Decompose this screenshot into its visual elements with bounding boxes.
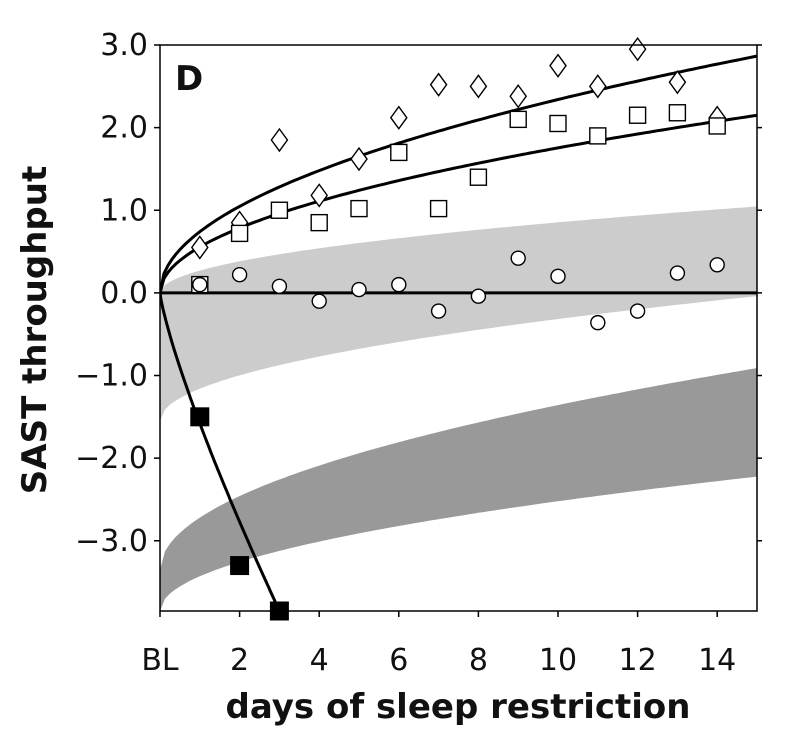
open-squares-point-8 [469, 168, 488, 186]
circles-point-7 [430, 303, 447, 319]
circles-point-5 [351, 281, 367, 298]
x-tick-label-7: 12 [619, 643, 657, 678]
x-axis-title: days of sleep restriction [225, 687, 690, 727]
circles-point-4 [311, 293, 327, 309]
x-tick-label-3: 4 [310, 643, 329, 678]
open-squares-point-13 [668, 104, 687, 122]
open-squares-point-2 [230, 224, 249, 243]
circles-point-8 [470, 288, 487, 304]
open-squares-point-9 [509, 110, 527, 129]
panel-label: D [175, 59, 203, 99]
circles-point-1 [192, 276, 208, 293]
open-squares-point-11 [589, 127, 607, 145]
diamonds-point-3 [270, 127, 289, 153]
circles-point-9 [510, 250, 526, 266]
y-tick-label-7: −3.0 [75, 524, 148, 559]
open-squares-fit-line [160, 113, 757, 294]
light-band [160, 206, 757, 421]
circles-point-6 [391, 276, 407, 293]
y-axis-title: SAST throughput [15, 166, 55, 494]
y-tick-label-4: 0.0 [100, 276, 148, 311]
filled-squares-fit-line [160, 292, 281, 611]
circles-point-12 [629, 303, 646, 319]
diamonds-point-12 [628, 36, 647, 62]
open-squares-point-7 [429, 199, 448, 218]
x-tick-label-4: 6 [389, 643, 408, 678]
diamonds-point-7 [429, 72, 448, 97]
diamonds-point-1 [190, 235, 209, 260]
fit-curves [160, 54, 757, 611]
y-tick-label-2: 2.0 [100, 111, 148, 146]
circles-point-2 [231, 267, 248, 283]
open-squares-point-4 [310, 213, 328, 232]
x-tick-label-1: BL [141, 643, 179, 678]
diamonds-point-9 [509, 84, 528, 109]
y-tick-label-1: 3.0 [100, 28, 148, 63]
filled-squares-point-1 [190, 407, 210, 427]
diamonds-point-5 [350, 146, 368, 172]
open-squares-point-3 [270, 201, 289, 219]
diamonds-point-10 [549, 53, 567, 78]
y-tick-label-6: −2.0 [75, 441, 148, 476]
open-squares-point-6 [390, 143, 408, 162]
circles-point-10 [550, 268, 566, 285]
circles-point-13 [669, 265, 686, 281]
diamonds-point-4 [310, 183, 329, 208]
diamonds-point-6 [389, 105, 408, 130]
circles-point-11 [590, 314, 606, 331]
x-tick-label-8: 14 [698, 643, 736, 678]
open-squares-point-14 [708, 117, 726, 135]
circles-point-3 [271, 278, 288, 294]
dark-band [160, 368, 757, 611]
x-tick-label-2: 2 [230, 643, 249, 678]
circles-point-14 [709, 257, 725, 273]
diamonds-point-8 [469, 74, 488, 99]
plot-frame [159, 44, 758, 612]
confidence-bands [160, 206, 757, 611]
y-tick-label-5: −1.0 [75, 359, 148, 394]
diamonds-fit-line [160, 54, 757, 294]
data-points [190, 36, 727, 621]
diamonds-point-13 [668, 69, 687, 95]
y-tick-label-3: 1.0 [100, 193, 148, 228]
x-tick-label-5: 8 [469, 643, 488, 678]
open-squares-point-12 [628, 106, 647, 124]
open-squares-point-10 [549, 114, 567, 133]
filled-squares-point-2 [230, 556, 250, 576]
open-squares-point-5 [350, 199, 368, 218]
diamonds-point-11 [588, 74, 607, 99]
x-tick-label-6: 10 [539, 643, 577, 678]
axis-ticks: BL 2 4 6 8 10 12 14 3.0 2.0 1.0 0.0 −1.0 −2.0 −3.0 [75, 28, 762, 678]
